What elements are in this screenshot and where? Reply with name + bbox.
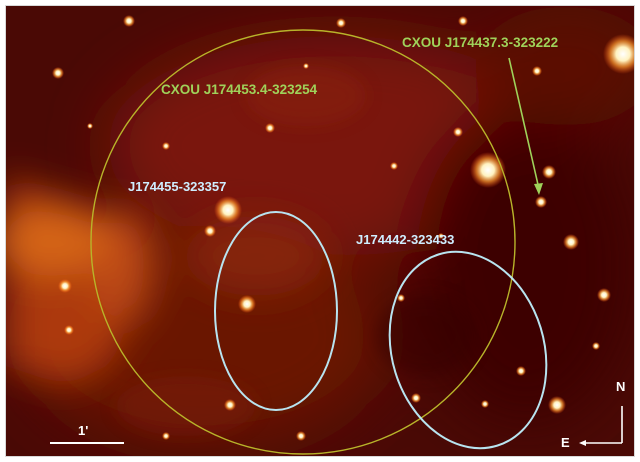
source-ellipse-right [388,250,548,450]
star [597,288,611,302]
star [516,366,526,376]
star [336,18,346,28]
star [162,432,170,440]
bright-star [470,152,506,188]
infrared-sky-image [5,5,635,457]
star [204,225,216,237]
pointer-arrow [508,57,543,195]
star [224,399,236,411]
nebula-texture [116,66,476,436]
star [535,196,547,208]
star [411,393,421,403]
star [453,127,463,137]
source-ellipse-left [214,211,338,411]
star [563,234,579,250]
north-label: N [616,379,626,394]
star [238,295,256,313]
star [397,294,405,302]
star [87,123,93,129]
star [296,431,306,441]
cxou-small-label: CXOU J174437.3-323222 [402,35,559,50]
star [265,123,275,133]
star [458,16,468,26]
star [162,142,170,150]
star [123,15,135,27]
source-left-label: J174455-323357 [128,179,227,194]
star [542,165,556,179]
stars [52,15,634,441]
star [532,66,542,76]
star [58,279,72,293]
star [52,67,64,79]
cxou-error-circle [90,29,516,455]
star [390,162,398,170]
bright-star [603,34,634,74]
source-right-label: J174442-323433 [356,232,455,247]
east-label: E [561,435,570,450]
cxou-large-label: CXOU J174453.4-323254 [161,82,318,97]
star [438,233,444,239]
compass [579,406,623,446]
sky-canvas [6,6,634,456]
star [481,400,489,408]
star [64,325,74,335]
star [303,63,309,69]
scale-label: 1' [78,423,89,438]
star [548,396,566,414]
star [592,342,600,350]
bright-star [214,196,242,224]
